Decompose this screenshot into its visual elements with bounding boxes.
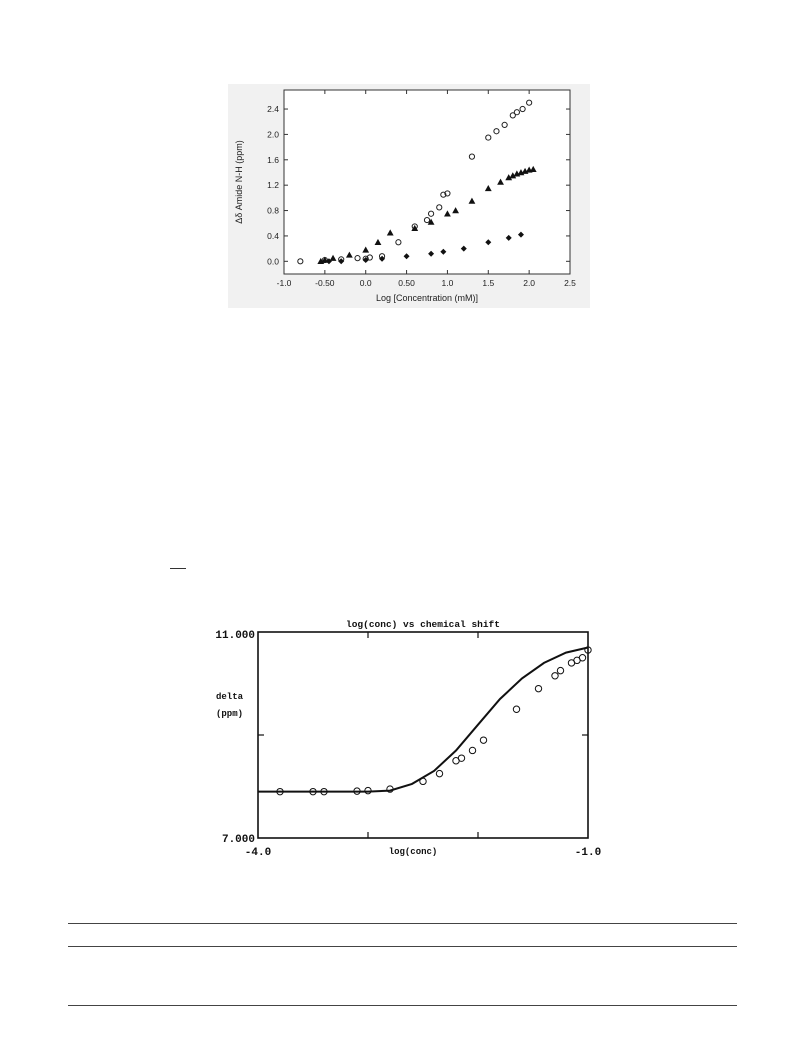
data-point-series-1 [485, 134, 492, 141]
figure-fit-chart: log(conc) vs chemical shift 11.000 7.000-4… [215, 619, 601, 859]
x-axis-label: Log [Concentration (mM)] [376, 293, 478, 303]
data-point-series-1 [519, 105, 526, 113]
data-point [353, 787, 361, 795]
data-point [584, 646, 592, 654]
data-point-series-3 [440, 248, 447, 255]
x-tick-label: 2.0 [523, 278, 535, 288]
y-tick-label: 0.4 [267, 231, 279, 241]
plot-frame [283, 89, 571, 275]
data-point-series-2 [411, 224, 419, 232]
data-point [419, 777, 427, 786]
chart-title: log(conc) vs chemical shift [346, 619, 500, 630]
data-point-series-1 [297, 258, 304, 265]
data-point-series-2 [427, 218, 435, 225]
data-point-series-1 [395, 239, 402, 246]
data-point-series-3 [338, 258, 345, 265]
data-point [556, 666, 565, 675]
y-tick-label: 2.4 [267, 104, 279, 114]
y-tick-label: 0.0 [267, 256, 279, 266]
table-rule-bottom [68, 1005, 737, 1006]
x-tick-label: 1.0 [442, 278, 454, 288]
data-point-series-2 [509, 172, 517, 179]
x-tick-label: 1.5 [482, 278, 494, 288]
y-tick-label: 1.2 [267, 180, 279, 190]
table-rule-top [68, 923, 737, 924]
data-point [364, 786, 372, 795]
data-point [320, 787, 328, 796]
data-point-series-1 [436, 204, 443, 211]
x-axis-label: log(conc) [389, 847, 438, 857]
data-point-series-1 [444, 190, 451, 197]
figure-ph-chart: -1.0 -0.50 0.0 0.50 1.0 1.5 2.0 2.5 0.0 0.4 0.8 1.2… [228, 84, 590, 308]
y-tick-label-max: 11.000 [215, 630, 255, 642]
data-point-series-2 [444, 210, 451, 217]
y-tick-label: 0.8 [267, 206, 279, 216]
data-point [386, 785, 394, 793]
plot-frame [257, 631, 589, 839]
data-point-series-1 [366, 254, 373, 261]
x-tick-label: 2.5 [564, 278, 576, 288]
y-axis-label-line1: delta [216, 692, 244, 702]
data-point-series-3 [403, 253, 410, 260]
data-point-series-3 [517, 231, 524, 238]
data-point-series-2 [345, 251, 353, 258]
data-point-series-3 [460, 245, 467, 252]
data-point-series-3 [362, 257, 369, 264]
y-tick-label-min: 7.000 [222, 834, 255, 846]
table-rule-header [68, 946, 737, 947]
data-point-series-2 [386, 229, 394, 236]
y-tick-label: 2.0 [267, 129, 279, 139]
data-point-series-1 [427, 210, 435, 217]
data-point-series-3 [428, 250, 435, 257]
data-point-series-2 [329, 254, 337, 261]
data-point-series-1 [468, 153, 476, 160]
data-point [551, 672, 559, 680]
data-point-series-1 [509, 112, 516, 119]
data-point-series-1 [354, 255, 361, 262]
data-point-series-2 [484, 184, 492, 192]
data-point-series-1 [423, 216, 431, 224]
data-point-series-2 [362, 246, 370, 253]
data-point-series-2 [529, 165, 537, 173]
data-point [479, 736, 488, 744]
data-point-series-1 [493, 128, 500, 135]
fit-curve-line [258, 646, 589, 793]
data-point [534, 684, 543, 693]
x-tick-label: 0.0 [360, 278, 372, 288]
data-point-series-2 [505, 174, 513, 181]
data-point [309, 787, 317, 796]
data-point [468, 746, 477, 755]
data-point-series-3 [379, 255, 386, 262]
data-point [578, 654, 587, 662]
data-point [276, 787, 284, 796]
data-point [512, 705, 521, 713]
data-point-series-3 [485, 239, 492, 246]
data-point [457, 754, 466, 762]
data-point-series-2 [497, 178, 504, 185]
data-point-series-2 [452, 207, 459, 214]
data-point-series-3 [505, 234, 512, 241]
data-point [435, 769, 444, 778]
x-tick-label-min: -4.0 [245, 847, 271, 859]
data-point-series-1 [440, 191, 447, 198]
data-point-series-2 [468, 197, 476, 204]
data-point-series-3 [325, 258, 332, 265]
y-axis-label-line2: (ppm) [216, 709, 243, 719]
short-rule [170, 568, 186, 569]
x-tick-label: -0.50 [315, 278, 335, 288]
y-tick-label: 1.6 [267, 155, 279, 165]
data-point-series-1 [501, 121, 508, 128]
data-point-series-1 [526, 99, 533, 106]
x-tick-label: 0.50 [398, 278, 415, 288]
data-point-series-2 [374, 238, 382, 245]
x-tick-label: -1.0 [277, 278, 292, 288]
y-axis-label: Δδ Amide N-H (ppm) [234, 140, 244, 224]
x-tick-label-max: -1.0 [575, 847, 601, 859]
data-point-series-1 [513, 109, 520, 116]
